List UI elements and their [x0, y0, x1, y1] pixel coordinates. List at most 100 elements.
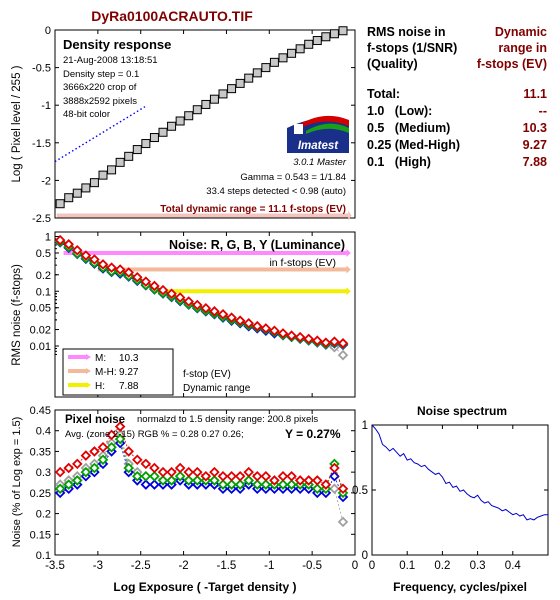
logo-square [294, 124, 303, 134]
rms-point [192, 299, 203, 311]
pixel-noise-series-line [59, 425, 344, 489]
pixel-noise-point [80, 450, 92, 461]
rms-point [72, 245, 83, 256]
pixel-noise-y-tick-label: 0.4 [36, 426, 51, 438]
pixel-noise-point [252, 479, 263, 490]
rms-point [303, 333, 314, 345]
pixel-noise-point [329, 462, 340, 474]
rms-point [320, 337, 332, 348]
rms-point [157, 284, 169, 296]
density-point [201, 99, 211, 109]
density-info-line: 48-bit color [63, 109, 110, 120]
rms-point [337, 338, 349, 349]
pixel-noise-point [192, 475, 203, 486]
summary-value: 9.27 [522, 138, 547, 152]
density-info-line: Density step = 0.1 [63, 69, 139, 80]
summary-label: 0.1 (High) [367, 155, 431, 169]
pixel-noise-point [54, 483, 66, 494]
rms-threshold-arrow [346, 265, 351, 274]
pixel-noise-point [329, 483, 340, 494]
legend-key: H: [95, 381, 105, 392]
summary-label: Total: [367, 87, 401, 101]
rms-y-tick-label: 0.2 [36, 270, 51, 282]
pixel-noise-point [114, 433, 126, 445]
rms-threshold-band [153, 289, 347, 294]
logo-swoosh-red [300, 115, 349, 128]
pixel-noise-point [226, 471, 237, 482]
logo-text: Imatest [298, 140, 339, 152]
spectrum-y-tick-label: 0.5 [352, 485, 368, 497]
spectrum-x-tick-label: 0.3 [470, 560, 486, 572]
pixel-noise-point [337, 516, 349, 528]
spectrum-y-tick-label: 0 [362, 550, 368, 562]
density-point [107, 165, 117, 175]
rms-point [252, 320, 263, 332]
density-info-line: 3888x2592 pixels [63, 96, 137, 107]
density-point [175, 116, 185, 126]
rgb-average-text: Avg. (zone 2-15) RGB % = 0.28 0.27 0.26; [65, 429, 244, 440]
legend-swatch-arrow [86, 354, 91, 360]
pixel-noise-y-tick-label: 0.25 [30, 488, 51, 500]
spectrum-x-axis-label: Frequency, cycles/pixel [393, 580, 527, 594]
summary-value: 11.1 [523, 87, 547, 101]
dynamic-range-arrow [348, 210, 352, 221]
pixel-noise-point [149, 462, 160, 474]
rms-y-tick-label: 0.02 [30, 325, 51, 337]
density-point [244, 73, 254, 83]
rms-y-tick-label: 1 [45, 232, 51, 244]
pixel-noise-point [312, 475, 323, 486]
density-point [278, 53, 288, 63]
spectrum-x-tick-label: 0.1 [399, 560, 415, 572]
summary-value: 7.88 [522, 155, 547, 169]
pixel-noise-point [174, 462, 186, 474]
pixel-noise-point [123, 446, 134, 457]
pixel-noise-point [226, 479, 237, 490]
spectrum-x-tick-label: 0 [369, 560, 375, 572]
pixel-noise-point [123, 462, 134, 474]
density-point [235, 78, 245, 88]
rms-point [286, 330, 297, 341]
pixel-noise-x-tick-label: -1 [264, 560, 274, 572]
logo-swoosh [287, 112, 349, 128]
pixel-noise-point [149, 479, 160, 490]
rms-y-tick-label: 0.01 [30, 341, 51, 353]
density-point [167, 121, 177, 131]
rms-point [277, 328, 289, 339]
density-point [269, 57, 279, 67]
pixel-noise-point [337, 483, 349, 494]
density-y-axis-label: Log ( Pixel level / 255 ) [11, 65, 23, 182]
density-point [89, 178, 99, 188]
rms-point [63, 239, 74, 250]
rms-point [80, 250, 92, 261]
pixel-noise-point [140, 479, 152, 490]
pixel-noise-x-tick-label: -2 [178, 560, 188, 572]
density-point [184, 111, 194, 121]
pixel-noise-point [234, 479, 246, 490]
summary-row-high: 0.1 (High) 7.88 [367, 155, 547, 171]
density-y-tick-label: -2 [41, 175, 51, 187]
pixel-noise-point [192, 466, 203, 478]
pixel-noise-point [140, 471, 152, 482]
rms-point [106, 262, 117, 273]
pixel-noise-point [157, 466, 169, 478]
pixel-noise-point [97, 454, 109, 465]
pixel-noise-point [106, 442, 117, 453]
pixel-noise-point [243, 475, 254, 486]
rms-y-tick-label: 0.5 [36, 248, 51, 260]
rms-point [234, 315, 246, 326]
density-y-tick-label: -1.5 [32, 138, 51, 150]
pixel-noise-x-tick-label: -3 [93, 560, 103, 572]
rms-point [226, 312, 237, 323]
rms-threshold-band [97, 267, 347, 272]
legend-note-fstop: f-stop (EV) [183, 369, 231, 380]
summary-row-med-high: 0.25 (Med-High) 9.27 [367, 138, 547, 154]
rms-noise-panel: 1 0.5 0.2 0.1 0.05 0.02 0.01 Noise: R, G, B, Y… [11, 231, 356, 398]
density-point [81, 183, 91, 193]
rms-threshold-arrow [346, 248, 351, 257]
pixel-noise-point [269, 475, 280, 486]
imatest-logo: Imatest [287, 112, 349, 153]
pixel-noise-y-tick-label: 0.15 [30, 529, 51, 541]
pixel-noise-title: Pixel noise [65, 414, 125, 426]
rms-point [166, 288, 177, 300]
